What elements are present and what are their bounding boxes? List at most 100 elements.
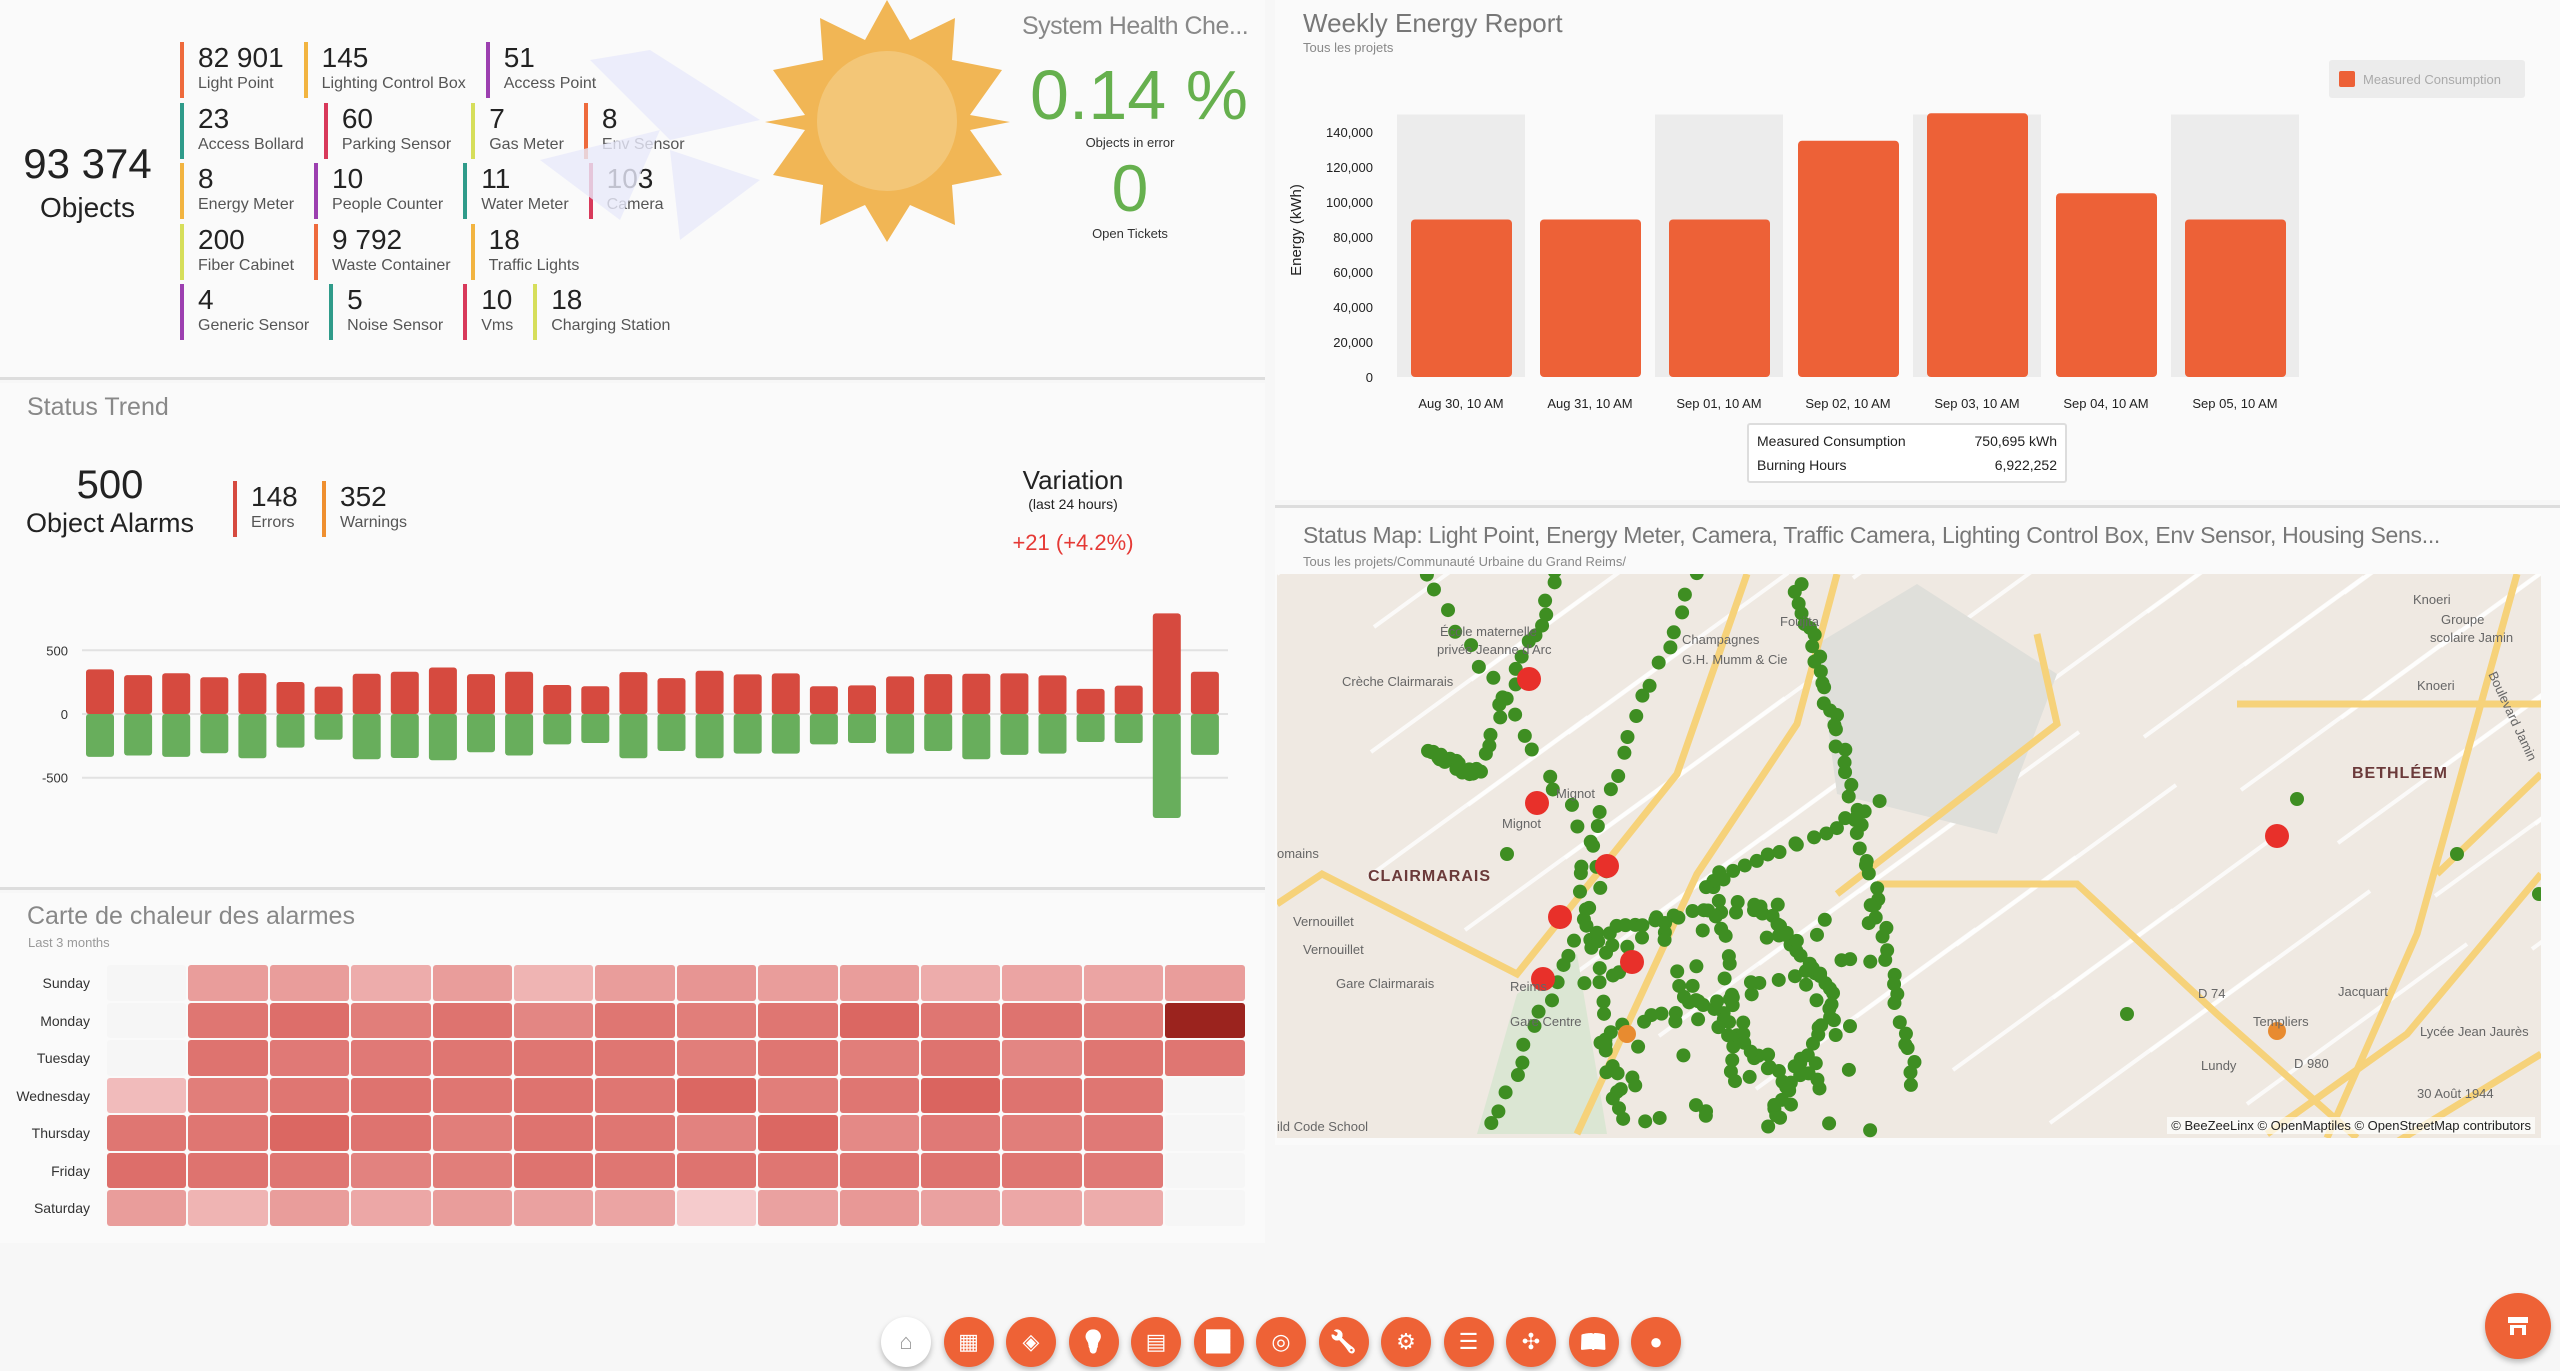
heatmap-cell[interactable]	[1002, 1190, 1082, 1226]
heatmap-cell[interactable]	[1165, 1002, 1245, 1038]
heatmap-cell[interactable]	[595, 1115, 675, 1151]
heatmap-cell[interactable]	[1165, 965, 1245, 1001]
heatmap-cell[interactable]	[432, 1040, 512, 1076]
objects-button[interactable]: ◈	[1006, 1317, 1056, 1367]
heatmap-cell[interactable]	[676, 1002, 757, 1038]
heatmap-cell[interactable]	[595, 1040, 675, 1076]
heatmap-cell[interactable]	[432, 1002, 512, 1038]
heatmap-cell[interactable]	[188, 1077, 268, 1113]
object-type-tile[interactable]: 10 People Counter	[314, 163, 443, 219]
map-canvas[interactable]	[1277, 574, 2541, 1138]
heatmap-cell[interactable]	[839, 1040, 919, 1076]
user-button[interactable]: ●	[1631, 1317, 1681, 1367]
heatmap-cell[interactable]	[839, 1002, 919, 1038]
object-type-tile[interactable]: 200 Fiber Cabinet	[180, 223, 294, 280]
heatmap-cell[interactable]	[351, 1190, 431, 1226]
robot-arm-button[interactable]: ⚙	[1381, 1317, 1431, 1367]
heatmap-cell[interactable]	[514, 1040, 594, 1076]
heatmap-cell[interactable]	[1083, 965, 1164, 1001]
heatmap-cell[interactable]	[107, 1152, 187, 1188]
heatmap-cell[interactable]	[676, 1115, 757, 1151]
heatmap-cell[interactable]	[595, 1077, 675, 1113]
heatmap-cell[interactable]	[188, 1040, 268, 1076]
heatmap-cell[interactable]	[676, 1077, 757, 1113]
heatmap-cell[interactable]	[269, 965, 350, 1001]
heatmap-cell[interactable]	[269, 1115, 350, 1151]
heatmap-cell[interactable]	[676, 1190, 757, 1226]
objects-total[interactable]: 93 374 Objects	[5, 140, 170, 224]
object-type-tile[interactable]: 5 Noise Sensor	[329, 284, 443, 340]
object-type-tile[interactable]: 9 792 Waste Container	[314, 223, 451, 280]
heatmap-cell[interactable]	[921, 1040, 1001, 1076]
heatmap-cell[interactable]	[839, 1190, 919, 1226]
heatmap-cell[interactable]	[432, 1190, 512, 1226]
heatmap-cell[interactable]	[839, 965, 919, 1001]
heatmap-cell[interactable]	[432, 1115, 512, 1151]
lightbulb-button[interactable]: 💡	[1068, 1317, 1119, 1367]
heatmap-cell[interactable]	[839, 1077, 919, 1113]
heatmap-cell[interactable]	[921, 1002, 1001, 1038]
heatmap-cell[interactable]	[1002, 965, 1082, 1001]
heatmap-cell[interactable]	[1083, 1040, 1164, 1076]
heatmap-cell[interactable]	[188, 1002, 268, 1038]
report-button[interactable]: ☰	[1443, 1317, 1494, 1367]
heatmap-cell[interactable]	[351, 1040, 431, 1076]
heatmap-cell[interactable]	[676, 1040, 757, 1076]
object-type-tile[interactable]: 8 Energy Meter	[180, 163, 294, 219]
monitor-button[interactable]: 📈	[1193, 1317, 1244, 1367]
heatmap-cell[interactable]	[758, 1040, 838, 1076]
heatmap-cell[interactable]	[758, 1077, 838, 1113]
book-button[interactable]: 📖	[1568, 1317, 1619, 1367]
heatmap-cell[interactable]	[351, 1152, 431, 1188]
heatmap-cell[interactable]	[595, 1190, 675, 1226]
heatmap-cell[interactable]	[188, 1115, 268, 1151]
heatmap-cell[interactable]	[676, 1152, 757, 1188]
heatmap-cell[interactable]	[595, 1152, 675, 1188]
heatmap-cell[interactable]	[514, 1152, 594, 1188]
energy-legend[interactable]: Measured Consumption	[2329, 60, 2525, 98]
heatmap-cell[interactable]	[432, 1077, 512, 1113]
heatmap-cell[interactable]	[595, 965, 675, 1001]
heatmap-cell[interactable]	[351, 1115, 431, 1151]
dashboard-button[interactable]: ▦	[943, 1317, 994, 1367]
object-type-tile[interactable]: 23 Access Bollard	[180, 102, 304, 159]
heatmap-cell[interactable]	[758, 1002, 838, 1038]
heatmap-cell[interactable]	[921, 1152, 1001, 1188]
network-button[interactable]: ✣	[1506, 1317, 1556, 1367]
heatmap-cell[interactable]	[921, 1115, 1001, 1151]
heatmap-cell[interactable]	[188, 965, 268, 1001]
heatmap-cell[interactable]	[514, 1002, 594, 1038]
heatmap-cell[interactable]	[188, 1190, 268, 1226]
object-type-tile[interactable]: 82 901 Light Point	[180, 42, 284, 98]
heatmap-cell[interactable]	[1002, 1152, 1082, 1188]
heatmap-cell[interactable]	[595, 1002, 675, 1038]
heatmap-cell[interactable]	[758, 1115, 838, 1151]
heatmap-cell[interactable]	[514, 1077, 594, 1113]
store-fab-button[interactable]	[2485, 1293, 2551, 1359]
heatmap-cell[interactable]	[1083, 1152, 1164, 1188]
object-type-tile[interactable]: 10 Vms	[463, 284, 513, 340]
heatmap-cell[interactable]	[269, 1077, 350, 1113]
heatmap-cell[interactable]	[921, 1190, 1001, 1226]
heatmap-cell[interactable]	[1002, 1040, 1082, 1076]
heatmap-cell[interactable]	[269, 1040, 350, 1076]
object-type-tile[interactable]: 4 Generic Sensor	[180, 284, 309, 340]
heatmap-cell[interactable]	[921, 1077, 1001, 1113]
heatmap-cell[interactable]	[839, 1152, 919, 1188]
heatmap-cell[interactable]	[432, 965, 512, 1001]
radar-button[interactable]: ◎	[1256, 1317, 1306, 1367]
heatmap-cell[interactable]	[269, 1152, 350, 1188]
heatmap-cell[interactable]	[676, 965, 757, 1001]
wrench-button[interactable]: 🔧	[1318, 1317, 1369, 1367]
heatmap-cell[interactable]	[107, 1115, 187, 1151]
heatmap-cell[interactable]	[188, 1152, 268, 1188]
object-type-tile[interactable]: 145 Lighting Control Box	[303, 42, 466, 98]
heatmap-cell[interactable]	[1083, 1077, 1164, 1113]
map-attribution[interactable]: © BeeZeeLinx © OpenMaptiles © OpenStreet…	[2167, 1117, 2535, 1134]
object-type-tile[interactable]: 18 Charging Station	[533, 284, 670, 340]
heatmap-cell[interactable]	[432, 1152, 512, 1188]
warnings-tile[interactable]: 352 Warnings	[322, 481, 407, 537]
home-button[interactable]: ⌂	[881, 1317, 931, 1367]
heatmap-cell[interactable]	[351, 1002, 431, 1038]
heatmap-cell[interactable]	[514, 1115, 594, 1151]
